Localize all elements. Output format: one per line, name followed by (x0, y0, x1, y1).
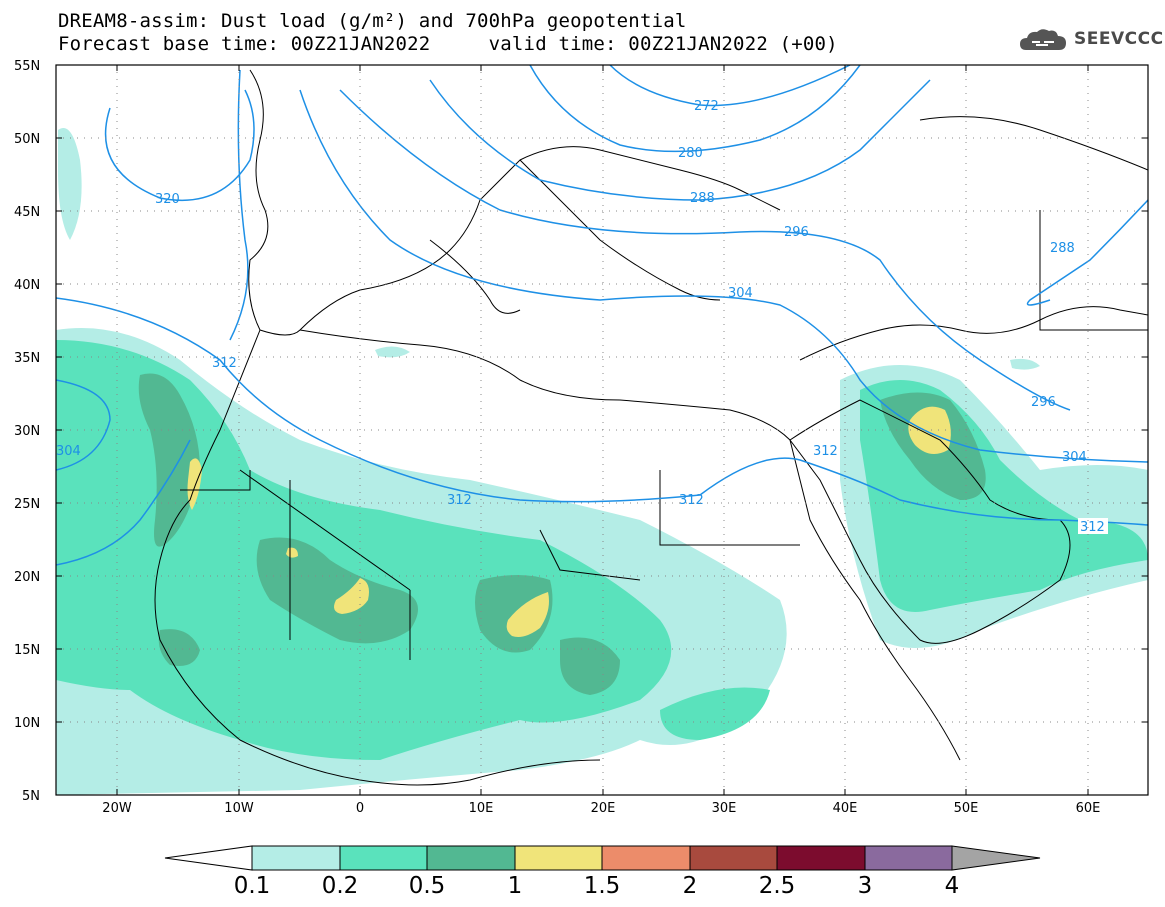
lat-label: 35N (14, 351, 40, 366)
contour-304-left (56, 379, 111, 471)
lon-label: 20E (591, 801, 616, 816)
dust-area-dense (138, 373, 200, 547)
colorbar-label: 0.2 (322, 873, 359, 899)
latitude-labels: 55N 50N 45N 40N 35N 30N 25N 20N 15N 10N … (14, 59, 40, 804)
contour-label-group: 272 280 288 296 304 312 320 312 312 312 … (56, 99, 1108, 535)
longitude-labels: 20W 10W 0 10E 20E 30E 40E 50E 60E (102, 801, 1100, 816)
lon-label: 10E (469, 801, 494, 816)
colorbar-swatch (776, 845, 866, 871)
dust-area-peak (506, 592, 549, 637)
colorbar-label: 3 (858, 873, 873, 899)
lat-label: 25N (14, 497, 40, 512)
colorbar: 0.1 0.2 0.5 1 1.5 2 2.5 3 4 (164, 845, 1041, 899)
colorbar-swatch (689, 845, 778, 871)
lat-label: 55N (14, 59, 40, 74)
contour-272 (609, 65, 851, 107)
colorbar-label: 2.5 (759, 873, 796, 899)
map-title: DREAM8-assim: Dust load (g/m²) and 700hP… (58, 10, 687, 32)
contour-label: 312 (679, 493, 704, 508)
axis-ticks (56, 64, 1148, 796)
contour-label: 304 (728, 286, 753, 301)
contour-label: 304 (1062, 450, 1087, 465)
lat-label: 40N (14, 278, 40, 293)
lon-label: 40E (833, 801, 858, 816)
dust-area-peak (286, 547, 298, 558)
colorbar-swatch (514, 845, 603, 871)
lon-label: 10W (224, 801, 254, 816)
colorbar-label: 1 (508, 873, 523, 899)
contour-label: 288 (1050, 241, 1075, 256)
lon-label: 50E (954, 801, 979, 816)
colorbar-swatch (339, 845, 428, 871)
dust-area-light (58, 128, 82, 240)
colorbar-swatch (601, 845, 691, 871)
contour-288 (429, 79, 931, 201)
dust-area-peak (908, 406, 951, 454)
colorbar-swatch (426, 845, 516, 871)
contour-312-sahara (56, 439, 191, 566)
lat-label: 50N (14, 132, 40, 147)
gridlines (56, 64, 1148, 796)
map-subtitle: Forecast base time: 00Z21JAN2022 valid t… (58, 33, 838, 55)
contour-304 (299, 89, 1148, 463)
dust-shading (56, 128, 1148, 795)
colorbar-label: 1.5 (584, 873, 621, 899)
lat-label: 30N (14, 424, 40, 439)
contour-label: 280 (678, 146, 703, 161)
contour-288-right (1026, 199, 1148, 306)
colorbar-arrow-low (164, 845, 253, 871)
lon-label: 20W (102, 801, 132, 816)
contour-label: 312 (447, 493, 472, 508)
cloud-icon (1020, 29, 1066, 50)
colorbar-arrow-high (951, 845, 1041, 871)
contour-320 (104, 89, 255, 202)
contour-280 (529, 65, 861, 153)
colorbar-label: 0.5 (409, 873, 446, 899)
dust-area-light (375, 346, 410, 358)
lat-label: 5N (22, 789, 40, 804)
contour-label: 296 (784, 225, 809, 240)
colorbar-swatch (864, 845, 953, 871)
lon-label: 0 (356, 801, 364, 816)
contour-label: 312 (813, 444, 838, 459)
contour-label: 272 (694, 99, 719, 114)
contour-label: 304 (56, 444, 81, 459)
lon-label: 30E (712, 801, 737, 816)
logo-text: SEEVCCC (1074, 29, 1164, 49)
contour-label: 320 (155, 192, 180, 207)
lat-label: 45N (14, 205, 40, 220)
contour-label: 296 (1031, 395, 1056, 410)
colorbar-label: 0.1 (234, 873, 271, 899)
lon-label: 60E (1076, 801, 1101, 816)
lat-label: 10N (14, 716, 40, 731)
seevccc-logo: SEEVCCC (1018, 26, 1163, 56)
colorbar-label: 2 (683, 873, 698, 899)
contour-label: 312 (1080, 520, 1105, 535)
dust-area-medium (56, 340, 672, 760)
contour-312 (56, 297, 1148, 526)
contour-label: 312 (212, 356, 237, 371)
dust-area-dense (256, 537, 418, 644)
dust-area-medium (660, 687, 770, 740)
lat-label: 20N (14, 570, 40, 585)
dust-area-dense (560, 637, 620, 695)
colorbar-swatch (251, 845, 341, 871)
contour-296 (339, 89, 1071, 411)
lat-label: 15N (14, 643, 40, 658)
contour-label: 288 (690, 191, 715, 206)
contour-312b (229, 69, 249, 341)
geopotential-contours (56, 65, 1148, 566)
colorbar-label: 4 (945, 873, 960, 899)
dust-area-light (1010, 358, 1040, 370)
